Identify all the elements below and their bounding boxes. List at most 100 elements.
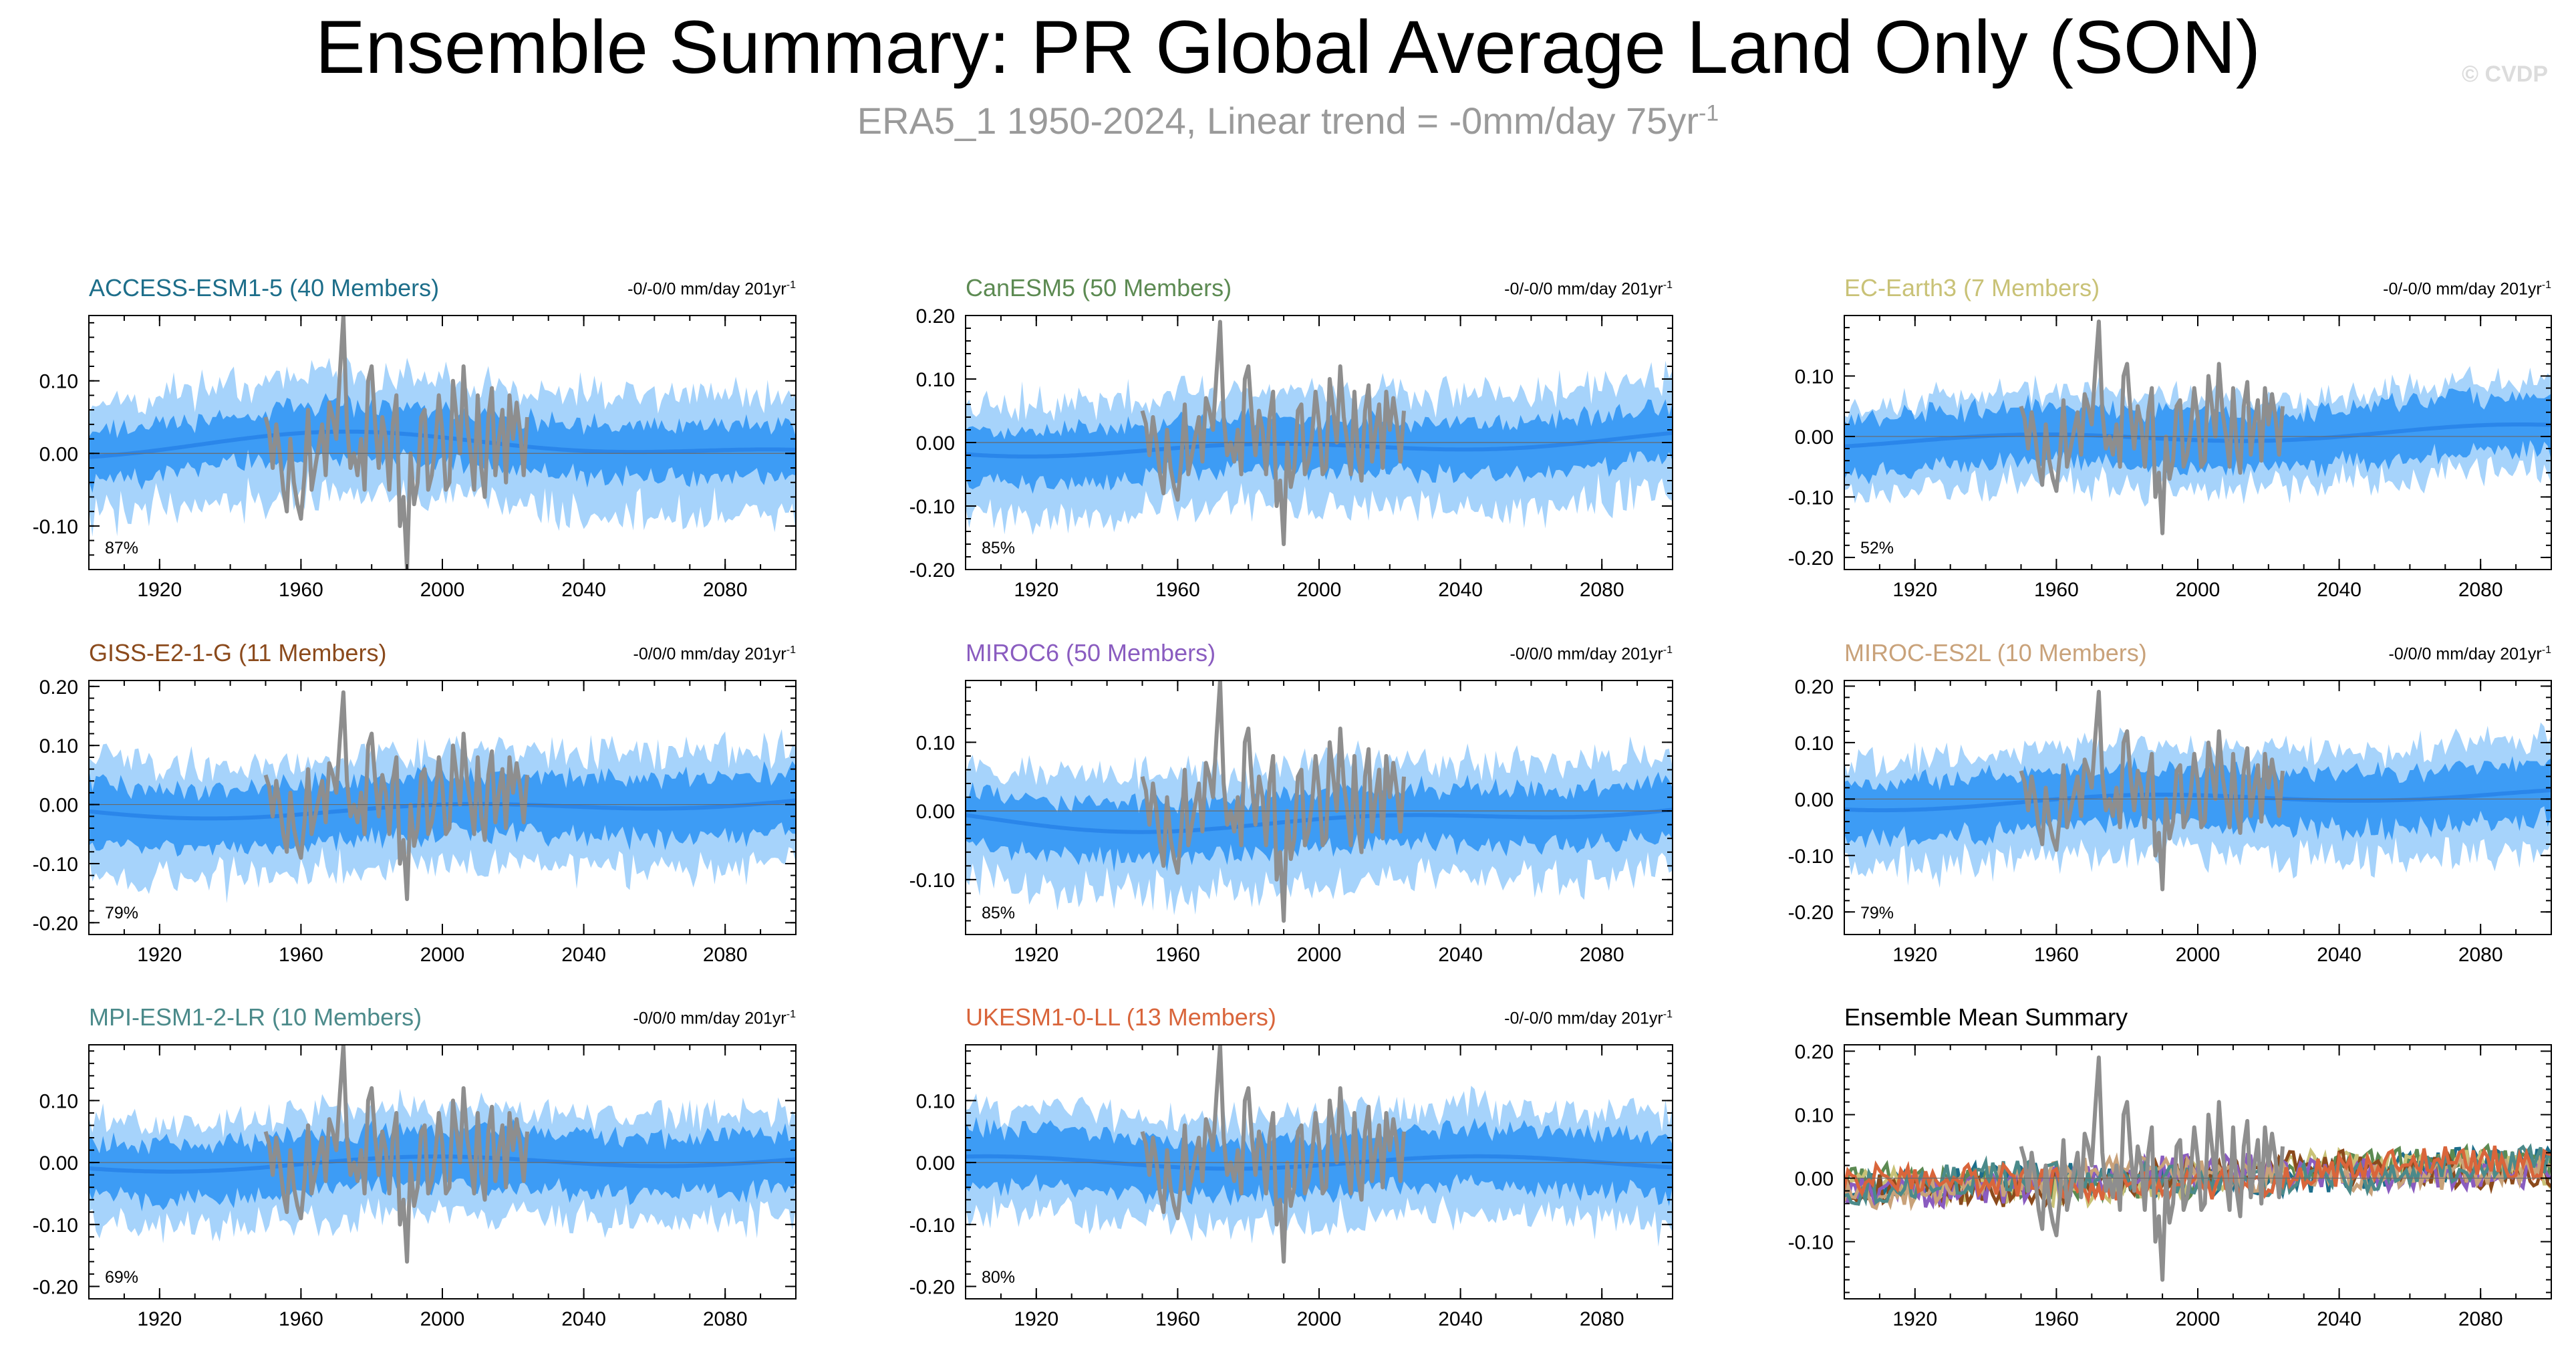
panel-8: 1920 1960 2000 2040 2080 -0.20 -0.10 0.00 0.10 80… <box>909 1044 1673 1330</box>
plot-area <box>89 1045 796 1264</box>
y-tick-label: 0.10 <box>916 732 955 754</box>
x-tick-label: 1960 <box>279 944 323 966</box>
panel-title: GISS-E2-1-G (11 Members) <box>89 639 387 666</box>
x-tick-label: 2040 <box>561 1308 606 1330</box>
panel-1: 1920 1960 2000 2040 2080 -0.10 0.00 0.10 87% <box>33 315 797 601</box>
y-tick-label: 0.00 <box>916 1152 955 1174</box>
y-tick-label: -0.20 <box>1788 547 1834 570</box>
y-tick-label: 0.00 <box>39 443 78 465</box>
x-tick-label: 2080 <box>703 944 748 966</box>
y-tick-label: 0.20 <box>916 305 955 328</box>
panel-trend-exponent: -1 <box>2541 279 2551 291</box>
percent-label: 87% <box>105 539 138 557</box>
panel-trend-text: -0/0/0 mm/day 201yr <box>633 644 786 664</box>
x-tick-label: 1960 <box>279 579 323 601</box>
panel-trend: -0/0/0 mm/day 201yr-1 <box>2150 644 2552 664</box>
x-tick-label: 2040 <box>561 579 606 601</box>
y-tick-label: 0.00 <box>39 795 78 817</box>
panel-title: CanESM5 (50 Members) <box>966 274 1232 301</box>
x-tick-label: 1960 <box>2034 1308 2079 1330</box>
figure-title: Ensemble Summary: PR Global Average Land… <box>315 5 2261 89</box>
panel-6: 1920 1960 2000 2040 2080 -0.20 -0.10 0.00 0.10 0.… <box>1788 676 2552 966</box>
panel-trend-exponent: -1 <box>2541 644 2551 656</box>
panel-trend-text: -0/-0/0 mm/day 201yr <box>1504 279 1663 299</box>
cvdp-watermark: © CVDP <box>2462 61 2548 87</box>
panel-trend-text: -0/0/0 mm/day 201yr <box>2388 644 2542 664</box>
x-tick-label: 2000 <box>420 1308 465 1330</box>
x-tick-label: 1960 <box>2034 579 2079 601</box>
y-tick-label: 0.00 <box>1795 789 1834 811</box>
x-tick-label: 2000 <box>2176 944 2221 966</box>
observations-line <box>263 690 529 901</box>
y-tick-label: -0.10 <box>33 516 78 538</box>
x-tick-label: 2040 <box>2317 579 2362 601</box>
y-tick-label: 0.10 <box>916 369 955 391</box>
panel-trend: -0/0/0 mm/day 201yr-1 <box>1272 644 1673 664</box>
subtitle-text: ERA5_1 1950-2024, Linear trend = -0mm/da… <box>857 100 1699 142</box>
panel-title: MPI-ESM1-2-LR (10 Members) <box>89 1003 422 1031</box>
panel-trend: -0/0/0 mm/day 201yr-1 <box>395 644 797 664</box>
x-tick-label: 2000 <box>2176 1308 2221 1330</box>
x-tick-label: 2000 <box>1297 579 1342 601</box>
x-tick-label: 2000 <box>420 944 465 966</box>
x-tick-label: 1960 <box>1155 1308 1200 1330</box>
panel-title: EC-Earth3 (7 Members) <box>1844 274 2100 301</box>
panel-3: 1920 1960 2000 2040 2080 -0.20 -0.10 0.00 0.10 52… <box>1788 315 2552 601</box>
x-tick-label: 1960 <box>1155 579 1200 601</box>
y-tick-label: 0.20 <box>1795 676 1834 698</box>
x-tick-label: 2080 <box>2458 944 2503 966</box>
y-tick-label: 0.10 <box>916 1090 955 1112</box>
x-tick-label: 1920 <box>137 579 182 601</box>
panel-trend-exponent: -1 <box>786 279 796 291</box>
y-tick-label: 0.10 <box>1795 733 1834 755</box>
plot-area <box>966 320 1673 546</box>
panel-4: 1920 1960 2000 2040 2080 -0.20 -0.10 0.00 0.10 0.… <box>33 676 797 966</box>
panel-7: 1920 1960 2000 2040 2080 -0.20 -0.10 0.00 0.10 69… <box>33 1044 797 1330</box>
x-tick-label: 1960 <box>279 1308 323 1330</box>
panel-trend-text: -0/0/0 mm/day 201yr <box>1510 644 1663 664</box>
observations-line <box>2019 1056 2285 1282</box>
panel-trend: -0/0/0 mm/day 201yr-1 <box>395 1009 797 1028</box>
plot-area <box>89 690 796 904</box>
x-tick-label: 1960 <box>2034 944 2079 966</box>
x-tick-label: 2040 <box>1438 944 1483 966</box>
x-tick-label: 2040 <box>2317 944 2362 966</box>
plot-area <box>89 316 796 570</box>
x-tick-label: 1920 <box>1014 1308 1058 1330</box>
observations-line <box>1140 680 1406 923</box>
y-tick-label: 0.10 <box>39 1090 78 1112</box>
x-tick-label: 2000 <box>420 579 465 601</box>
panel-trend-text: -0/0/0 mm/day 201yr <box>633 1009 786 1028</box>
x-tick-label: 2040 <box>2317 1308 2362 1330</box>
x-tick-label: 1960 <box>1155 944 1200 966</box>
figure-subtitle: ERA5_1 1950-2024, Linear trend = -0mm/da… <box>0 99 2576 142</box>
percent-label: 52% <box>1860 539 1894 557</box>
panel-9: 1920 1960 2000 2040 2080 -0.10 0.00 0.10 0.20 <box>1788 1041 2552 1330</box>
y-tick-label: -0.10 <box>909 496 955 518</box>
ensemble-spread-inner <box>966 771 1673 872</box>
percent-label: 79% <box>1860 904 1894 922</box>
plot-area <box>1844 320 2551 535</box>
panel-title: MIROC6 (50 Members) <box>966 639 1216 666</box>
y-tick-label: 0.00 <box>39 1152 78 1174</box>
x-tick-label: 1920 <box>1892 579 1937 601</box>
y-tick-label: 0.00 <box>1795 426 1834 449</box>
x-tick-label: 2080 <box>1580 944 1624 966</box>
observations-line <box>1140 1045 1406 1264</box>
panel-title: Ensemble Mean Summary <box>1844 1003 2128 1031</box>
x-tick-label: 2000 <box>1297 1308 1342 1330</box>
x-tick-label: 2080 <box>1580 579 1624 601</box>
observations-line <box>263 1045 529 1264</box>
y-tick-label: 0.10 <box>39 735 78 757</box>
percent-label: 69% <box>105 1268 138 1287</box>
x-tick-label: 1920 <box>1014 944 1058 966</box>
x-tick-label: 1920 <box>1892 1308 1937 1330</box>
panel-title: UKESM1-0-LL (13 Members) <box>966 1003 1276 1031</box>
panel-trend-exponent: -1 <box>1663 644 1673 656</box>
observations-line <box>2019 689 2285 892</box>
plot-area <box>1844 689 2551 892</box>
y-tick-label: -0.10 <box>909 1215 955 1237</box>
y-tick-label: 0.00 <box>916 432 955 455</box>
panel-trend: -0/-0/0 mm/day 201yr-1 <box>1272 1009 1673 1028</box>
